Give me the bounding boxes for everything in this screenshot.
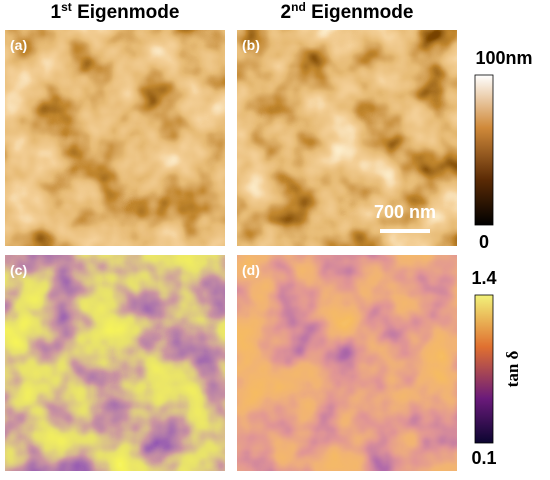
colorbar-min: 0.1	[471, 448, 496, 468]
afm-tan-image	[5, 255, 225, 471]
panel-label: (a)	[10, 37, 27, 53]
colorbar-label: tan δ	[503, 350, 522, 387]
afm-height-image	[237, 30, 457, 246]
panel-label: (d)	[242, 262, 260, 278]
panel-label: (b)	[242, 37, 260, 53]
column-title: 2nd Eigenmode	[281, 0, 414, 23]
scale-bar	[380, 229, 430, 233]
afm-height-image	[5, 30, 225, 246]
height-colorbar	[474, 74, 494, 226]
afm-tan-image	[237, 255, 457, 471]
colorbar-max: 100nm	[475, 48, 532, 68]
scale-bar-label: 700 nm	[374, 202, 436, 222]
tan-colorbar	[474, 294, 494, 444]
column-title: 1st Eigenmode	[51, 0, 180, 23]
panel-label: (c)	[10, 262, 27, 278]
colorbar-max: 1.4	[471, 268, 496, 288]
colorbar-min: 0	[479, 232, 489, 252]
